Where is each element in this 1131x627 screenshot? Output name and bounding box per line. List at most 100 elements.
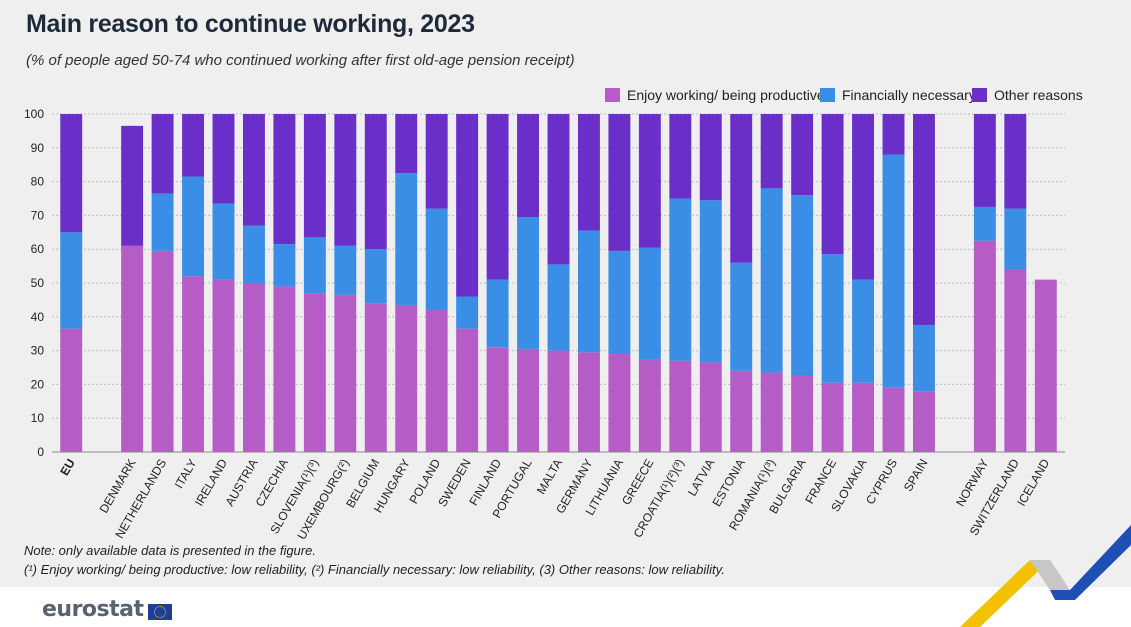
y-tick-label: 80 xyxy=(31,175,45,189)
bar-segment xyxy=(699,362,722,452)
bar-segment xyxy=(212,203,235,280)
bar-segment xyxy=(547,114,570,265)
bar-segment xyxy=(973,240,996,452)
bar-segment xyxy=(608,114,631,251)
bar-segment xyxy=(912,391,935,452)
bar-segment xyxy=(121,125,144,246)
bar-segment xyxy=(517,114,540,218)
bar-segment xyxy=(242,225,265,283)
legend-swatch xyxy=(605,88,620,102)
bar-segment xyxy=(151,193,174,251)
y-tick-label: 90 xyxy=(31,141,45,155)
bar-segment xyxy=(121,245,144,452)
bar-segment xyxy=(364,114,387,250)
bar-segment xyxy=(760,188,783,373)
bar-segment xyxy=(334,245,357,295)
bar-segment xyxy=(60,114,83,233)
bar-segment xyxy=(395,114,418,174)
bar-segment xyxy=(852,114,875,280)
bar-segment xyxy=(486,114,509,280)
bar-segment xyxy=(760,372,783,452)
bar-segment xyxy=(852,279,875,383)
bar-segment xyxy=(364,303,387,452)
bar-segment xyxy=(273,114,296,245)
bar-segment xyxy=(334,114,357,246)
chart-title: Main reason to continue working, 2023 xyxy=(26,10,475,38)
bar-segment xyxy=(182,276,205,452)
y-tick-label: 30 xyxy=(31,344,45,358)
bar-segment xyxy=(821,114,844,255)
eu-flag-icon xyxy=(147,603,172,620)
bar-segment xyxy=(791,375,814,452)
legend-label: Enjoy working/ being productive xyxy=(627,87,825,103)
bar-segment xyxy=(912,325,935,392)
note-reliability: (¹) Enjoy working/ being productive: low… xyxy=(24,562,725,577)
bar-segment xyxy=(608,353,631,452)
bar-segment xyxy=(608,250,631,354)
bar-segment xyxy=(395,173,418,305)
x-category-label: MALTA xyxy=(534,457,565,497)
y-tick-label: 40 xyxy=(31,310,45,324)
eurostat-logo: eurostat xyxy=(42,597,172,622)
bar-segment xyxy=(242,114,265,226)
y-tick-label: 20 xyxy=(31,377,45,391)
bar-segment xyxy=(425,208,448,311)
bar-segment xyxy=(730,114,753,263)
bar-segment xyxy=(151,114,174,194)
bar-segment xyxy=(182,114,205,177)
bar-segment xyxy=(547,350,570,452)
bar-segment xyxy=(456,296,479,329)
bar-segment xyxy=(852,382,875,452)
bar-segment xyxy=(699,114,722,201)
bar-segment xyxy=(882,154,905,388)
y-tick-label: 100 xyxy=(24,107,44,121)
bar-segment xyxy=(791,114,814,196)
bar-segment xyxy=(973,206,996,241)
bar-segment xyxy=(425,310,448,452)
bar-segment xyxy=(1004,208,1027,270)
bar-segment xyxy=(912,114,935,326)
bar-segment xyxy=(577,114,600,231)
bar-segment xyxy=(669,360,692,452)
bar-segment xyxy=(638,359,661,452)
bar-segment xyxy=(638,247,661,360)
bar-segment xyxy=(791,195,814,376)
bar-segment xyxy=(303,237,326,294)
bar-segment xyxy=(821,254,844,383)
y-tick-label: 10 xyxy=(31,411,45,425)
bar-segment xyxy=(60,328,83,452)
bar-segment xyxy=(730,370,753,452)
bar-segment xyxy=(1004,269,1027,452)
bar-segment xyxy=(760,114,783,189)
x-category-label: ITALY xyxy=(172,457,200,491)
bar-segment xyxy=(364,249,387,304)
x-category-label: LATVIA xyxy=(685,457,717,499)
bar-segment xyxy=(577,352,600,452)
bar-segment xyxy=(212,279,235,452)
bar-segment xyxy=(303,293,326,452)
bar-segment xyxy=(882,387,905,452)
bar-segment xyxy=(273,244,296,287)
bar-segment xyxy=(242,283,265,452)
footer-bar xyxy=(0,587,1131,627)
bar-segment xyxy=(456,114,479,297)
y-tick-label: 70 xyxy=(31,208,45,222)
bar-segment xyxy=(577,230,600,353)
x-category-label: EU xyxy=(57,457,77,478)
bar-segment xyxy=(151,250,174,452)
bar-segment xyxy=(517,217,540,349)
legend-label: Other reasons xyxy=(994,87,1083,103)
bar-segment xyxy=(182,176,205,277)
bar-segment xyxy=(212,114,235,204)
y-tick-label: 0 xyxy=(37,445,44,459)
bar-segment xyxy=(486,279,509,348)
bar-segment xyxy=(1004,114,1027,209)
legend-swatch xyxy=(972,88,987,102)
bar-segment xyxy=(303,114,326,238)
logo-text: eurostat xyxy=(42,597,144,622)
bar-segment xyxy=(486,347,509,452)
bar-segment xyxy=(730,262,753,371)
y-tick-label: 60 xyxy=(31,242,45,256)
y-tick-label: 50 xyxy=(31,276,45,290)
